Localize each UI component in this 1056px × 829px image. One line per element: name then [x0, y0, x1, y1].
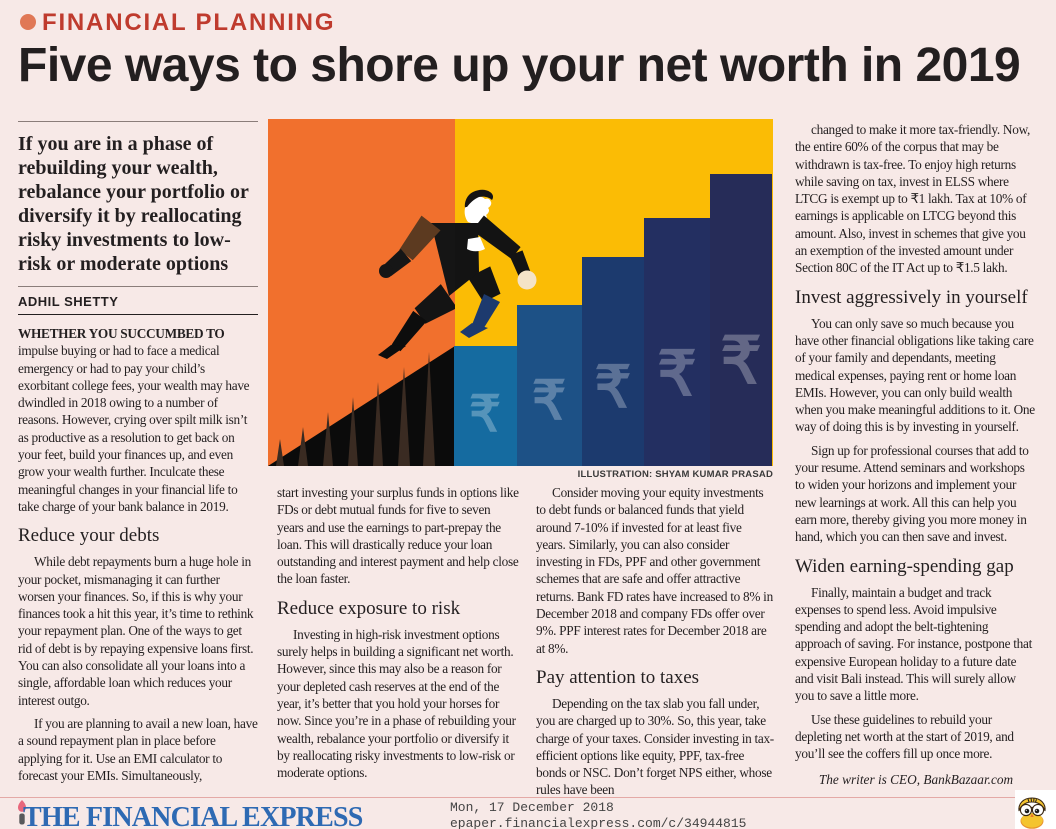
svg-text:₹: ₹ — [595, 355, 632, 420]
svg-text:₹: ₹ — [532, 371, 566, 431]
svg-text:₹: ₹ — [657, 340, 696, 409]
svg-text:₹: ₹ — [720, 324, 761, 397]
svg-text:₹: ₹ — [469, 386, 501, 442]
